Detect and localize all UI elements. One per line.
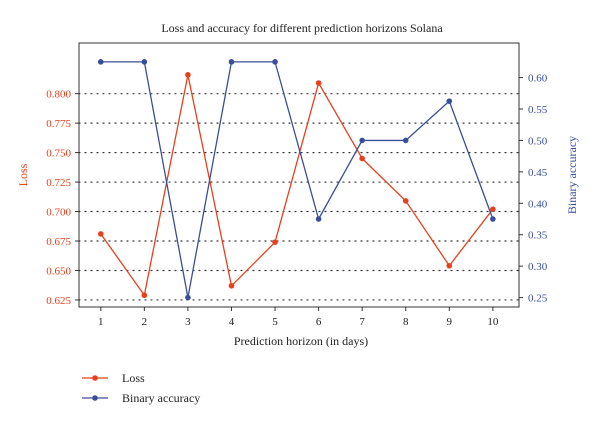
loss-point bbox=[141, 292, 148, 299]
y-axis-left-label: Loss bbox=[16, 163, 30, 186]
x-tick-label: 9 bbox=[447, 316, 453, 328]
accuracy-point bbox=[446, 98, 453, 104]
accuracy-point bbox=[359, 137, 365, 144]
y-right-tick-label: 0.25 bbox=[528, 293, 548, 305]
legend-loss-marker bbox=[92, 375, 98, 381]
accuracy-point bbox=[315, 216, 322, 222]
accuracy-point bbox=[97, 59, 104, 65]
accuracy-point bbox=[490, 216, 496, 222]
loss-point bbox=[359, 155, 365, 162]
loss-point bbox=[228, 282, 235, 289]
y-right-tick-label: 0.30 bbox=[528, 261, 548, 273]
y-left-tick-label: 0.800 bbox=[46, 89, 71, 101]
accuracy-point bbox=[272, 59, 278, 65]
loss-series-line bbox=[100, 74, 494, 297]
y-left-tick-label: 0.750 bbox=[46, 148, 71, 160]
legend-accuracy-marker bbox=[92, 395, 98, 401]
x-tick-label: 5 bbox=[272, 316, 278, 328]
y-left-tick-label: 0.675 bbox=[46, 236, 71, 248]
y-left-tick-label: 0.650 bbox=[46, 265, 71, 277]
accuracy-point bbox=[402, 137, 409, 144]
y-right-tick-label: 0.35 bbox=[528, 230, 548, 242]
y-right-tick-label: 0.55 bbox=[528, 104, 548, 116]
ticks: 0.625 0.650 0.675 0.700 0.725 0.750 0.775 0.800… bbox=[46, 73, 548, 328]
plot-frame bbox=[78, 42, 520, 308]
x-tick-label: 7 bbox=[359, 316, 365, 328]
legend-accuracy-label: Binary accuracy bbox=[122, 391, 200, 405]
chart-title: Loss and accuracy for different predicti… bbox=[161, 21, 443, 35]
x-axis-label: Prediction horizon (in days) bbox=[234, 334, 368, 348]
x-tick-label: 3 bbox=[185, 316, 191, 328]
y-left-tick-label: 0.625 bbox=[46, 295, 71, 307]
x-tick-label: 2 bbox=[142, 316, 148, 328]
y-left-tick-label: 0.700 bbox=[46, 207, 71, 219]
y-right-tick-label: 0.60 bbox=[528, 73, 548, 85]
accuracy-point bbox=[228, 59, 235, 65]
y-left-tick-label: 0.775 bbox=[46, 118, 71, 130]
accuracy-series-line bbox=[100, 61, 494, 298]
y-left-tick-label: 0.725 bbox=[46, 177, 71, 189]
grid bbox=[78, 93, 520, 301]
legend-loss-label: Loss bbox=[122, 371, 145, 385]
x-tick-label: 4 bbox=[229, 316, 235, 328]
loss-point bbox=[185, 72, 191, 78]
y-right-tick-label: 0.40 bbox=[528, 198, 548, 210]
y-axis-right-label: Binary accuracy bbox=[565, 136, 579, 214]
legend: Loss Binary accuracy bbox=[82, 371, 200, 405]
loss-point bbox=[315, 80, 322, 86]
loss-point bbox=[272, 239, 278, 245]
y-right-tick-label: 0.50 bbox=[528, 135, 548, 147]
loss-point bbox=[490, 206, 496, 212]
series-layer bbox=[97, 59, 496, 301]
x-tick-label: 10 bbox=[487, 316, 499, 328]
x-tick-label: 1 bbox=[98, 316, 104, 328]
loss-point bbox=[446, 262, 453, 269]
x-tick-label: 8 bbox=[403, 316, 409, 328]
loss-point bbox=[97, 231, 104, 237]
x-tick-label: 6 bbox=[316, 316, 322, 328]
accuracy-point bbox=[185, 294, 191, 301]
accuracy-point bbox=[141, 59, 148, 65]
y-right-tick-label: 0.45 bbox=[528, 167, 548, 179]
loss-point bbox=[402, 198, 409, 204]
